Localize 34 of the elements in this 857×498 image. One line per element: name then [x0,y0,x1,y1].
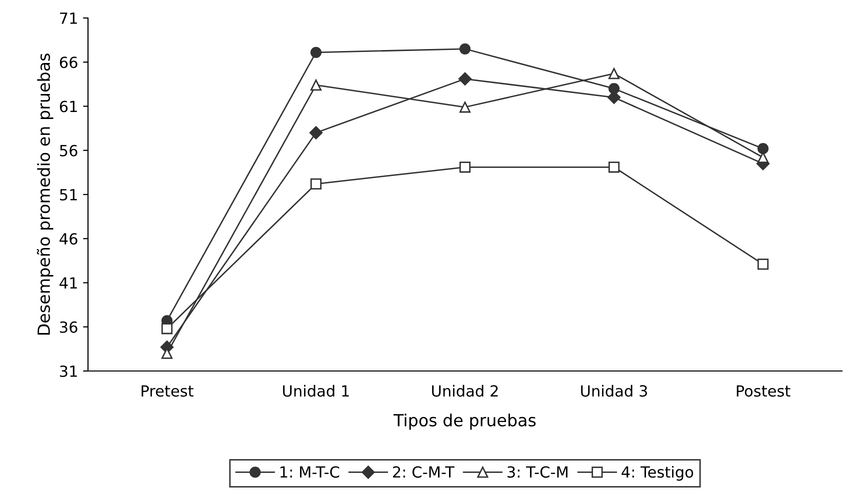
y-axis-title: Desempeño promedio en pruebas [36,54,54,335]
legend-label: 4: Testigo [622,466,694,481]
y-tick-label: 46 [60,233,78,245]
legend-label: 2: C-M-T [393,466,454,478]
point [459,162,471,173]
point [309,126,323,140]
x-tick-label: Pretest [142,385,194,397]
x-axis-title: Tipos de pruebas [393,414,536,430]
point [310,80,322,91]
point [310,178,322,190]
point [459,102,471,113]
point [459,43,471,54]
y-tick-label: 61 [60,100,77,112]
x-tick-label: Unidad 2 [432,384,498,397]
point [757,258,769,270]
x-tick-label: Postest [736,385,790,397]
y-tick-label: 51 [60,189,77,201]
point [310,46,322,58]
point [161,323,173,334]
point [608,68,620,80]
y-tick-label: 66 [60,56,78,68]
point [757,143,769,154]
point [608,83,620,94]
point [608,162,620,173]
y-tick-label: 36 [60,321,78,333]
y-tick-label: 56 [60,144,78,156]
legend-label: 1: M-T-C [280,466,340,478]
x-tick-label: Unidad 1 [283,384,349,397]
x-tick-label: Unidad 3 [581,384,648,397]
legend-label: 3: T-C-M [508,466,568,478]
y-tick-label: 31 [60,365,77,378]
point [458,72,472,86]
y-tick-label: 41 [60,277,77,289]
y-tick-label: 71 [60,12,77,24]
